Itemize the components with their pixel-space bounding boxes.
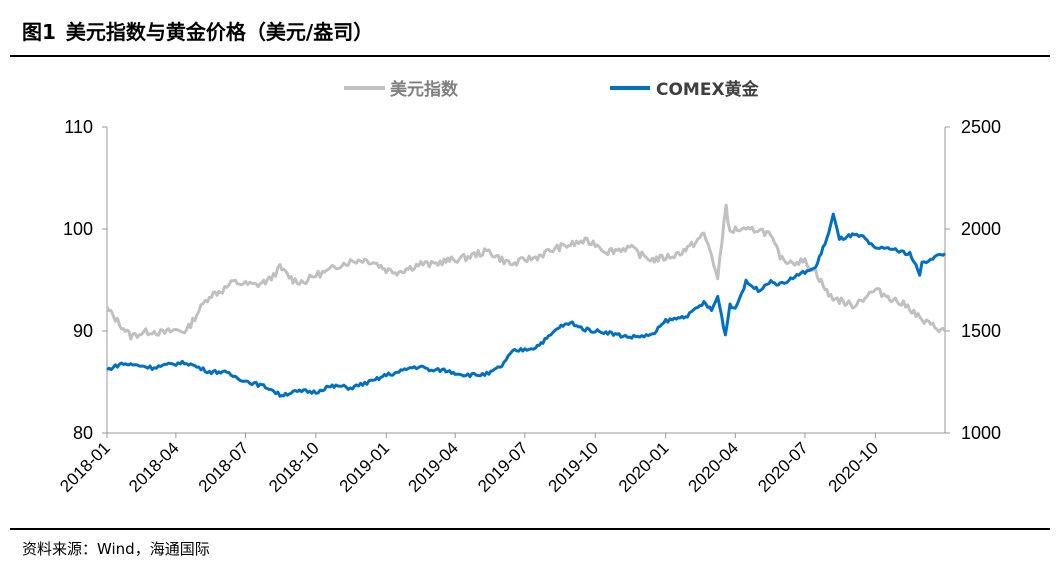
series-line-usd-index bbox=[105, 203, 947, 341]
right-tick-label: 2000 bbox=[961, 219, 1001, 239]
x-tick-label: 2020-01 bbox=[615, 438, 673, 496]
x-tick-label: 2018-07 bbox=[195, 438, 253, 496]
source-note: 资料来源：Wind，海通国际 bbox=[22, 540, 210, 558]
x-tick-label: 2018-10 bbox=[265, 438, 323, 496]
left-tick-label: 90 bbox=[73, 321, 93, 341]
x-tick-label: 2019-07 bbox=[474, 438, 532, 496]
x-tick-label: 2018-04 bbox=[125, 438, 183, 496]
top-rule bbox=[10, 55, 1050, 57]
figure-number: 图1 bbox=[22, 20, 56, 44]
x-tick-label: 2020-07 bbox=[754, 438, 812, 496]
x-tick-label: 2020-10 bbox=[825, 438, 883, 496]
x-tick-label: 2019-01 bbox=[336, 438, 394, 496]
figure-title: 图1 美元指数与黄金价格（美元/盎司） bbox=[22, 16, 373, 45]
legend: 美元指数 COMEX黄金 bbox=[344, 79, 760, 100]
right-tick-label: 2500 bbox=[961, 117, 1001, 137]
x-tick-label: 2019-10 bbox=[545, 438, 603, 496]
legend-label-comex-gold: COMEX黄金 bbox=[656, 79, 760, 100]
right-tick-label: 1000 bbox=[961, 423, 1001, 443]
series-line-comex-gold bbox=[106, 212, 947, 398]
axes: 80 90 100 110 1000 1500 2000 2500 2018-01 2018-04… bbox=[56, 117, 1001, 496]
x-tick-label: 2018-01 bbox=[56, 438, 114, 496]
x-tick-label: 2019-04 bbox=[404, 438, 462, 496]
bottom-rule bbox=[10, 528, 1050, 530]
left-tick-label: 110 bbox=[64, 117, 93, 137]
legend-label-usd-index: 美元指数 bbox=[390, 79, 459, 100]
left-tick-label: 100 bbox=[63, 219, 93, 239]
right-tick-label: 1500 bbox=[961, 321, 1001, 341]
left-tick-label: 80 bbox=[73, 423, 93, 443]
series-lines bbox=[105, 203, 947, 398]
figure-title-text: 美元指数与黄金价格（美元/盎司） bbox=[65, 20, 374, 44]
x-tick-label: 2020-04 bbox=[685, 438, 743, 496]
